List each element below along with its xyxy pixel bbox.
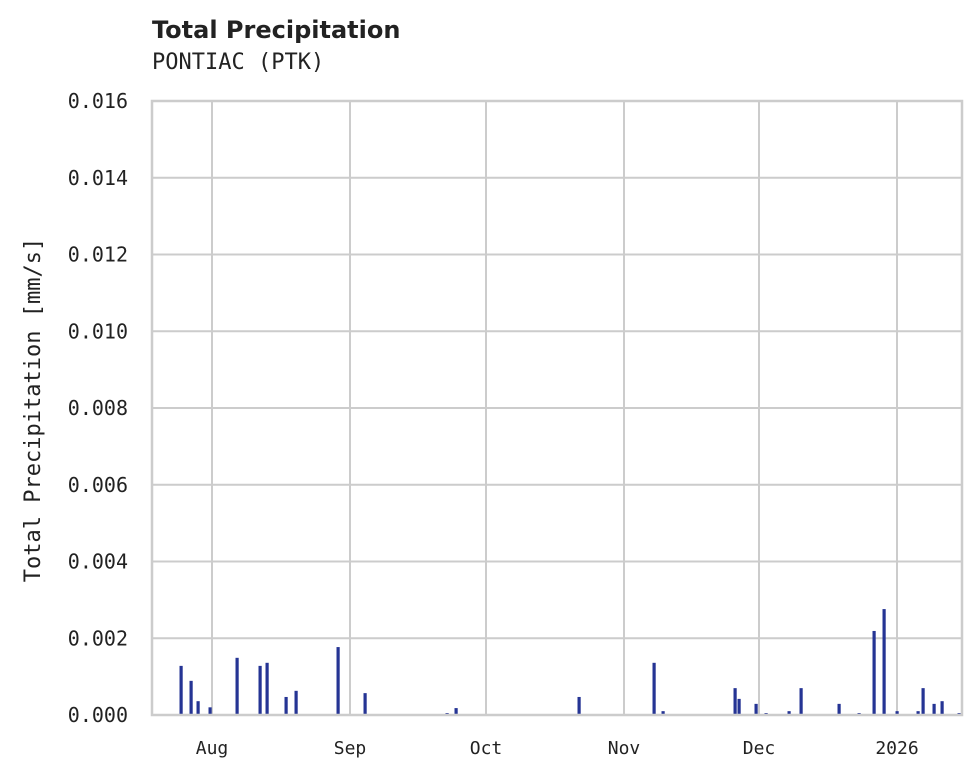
precip-bar	[872, 630, 876, 715]
precip-bar	[652, 662, 656, 715]
y-tick-label: 0.008	[68, 396, 128, 420]
data-series	[179, 609, 961, 715]
precip-bar	[661, 711, 665, 715]
precip-bar	[799, 688, 803, 715]
y-tick-label: 0.014	[68, 166, 128, 190]
x-axis-ticks: Aug Sep Oct Nov Dec 2026	[196, 738, 919, 759]
precip-bar	[733, 688, 737, 715]
precip-bar	[737, 698, 741, 715]
chart-title: Total Precipitation	[152, 16, 401, 44]
precip-bar	[363, 693, 367, 715]
precip-bar	[454, 708, 458, 715]
precip-bar	[837, 703, 841, 715]
x-tick-label: Oct	[470, 738, 503, 759]
precip-bar	[235, 657, 239, 715]
precip-bar	[179, 665, 183, 715]
precip-bar	[932, 703, 936, 715]
y-tick-label: 0.016	[68, 89, 128, 113]
x-tick-label: Sep	[334, 738, 367, 759]
precip-bar	[265, 662, 269, 715]
precip-bar	[754, 703, 758, 715]
y-tick-label: 0.012	[68, 243, 128, 267]
precip-bar	[336, 647, 340, 715]
y-axis-label: Total Precipitation [mm/s]	[21, 238, 46, 582]
precip-bar	[284, 696, 288, 715]
precip-bar	[882, 609, 886, 715]
y-tick-label: 0.002	[68, 626, 128, 650]
y-tick-label: 0.000	[68, 703, 128, 727]
y-tick-label: 0.010	[68, 319, 128, 343]
precip-bar	[921, 688, 925, 715]
precip-bar	[916, 711, 920, 715]
precip-bar	[294, 690, 298, 715]
plot-frame	[150, 99, 964, 717]
x-tick-label: Nov	[608, 738, 641, 759]
x-tick-label: Dec	[743, 738, 776, 759]
precip-bar	[577, 696, 581, 715]
precip-bar	[258, 665, 262, 715]
x-tick-label: Aug	[196, 738, 229, 759]
precip-bar	[208, 707, 212, 715]
y-tick-label: 0.004	[68, 550, 128, 574]
y-axis-ticks: 0.000 0.002 0.004 0.006 0.008 0.010 0.012 0.014…	[68, 89, 128, 727]
precip-bar	[189, 680, 193, 715]
precip-bar	[895, 711, 899, 715]
chart-subtitle: PONTIAC (PTK)	[152, 50, 325, 75]
precip-bar	[787, 711, 791, 715]
grid-lines	[152, 100, 962, 716]
precip-bar	[940, 701, 944, 715]
y-tick-label: 0.006	[68, 473, 128, 497]
x-tick-label: 2026	[875, 738, 918, 759]
precip-bar	[196, 701, 200, 715]
